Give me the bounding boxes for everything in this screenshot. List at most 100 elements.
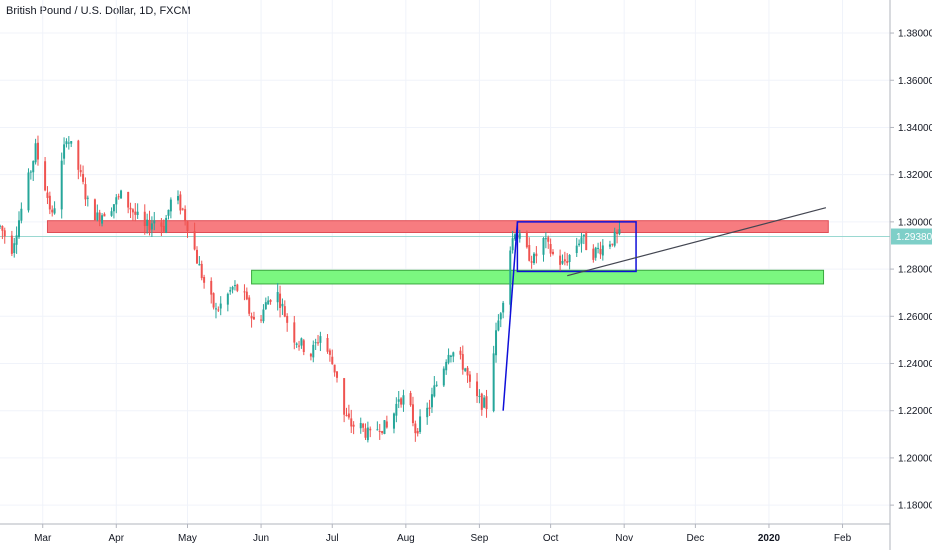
impulse-line [502, 222, 519, 411]
candle-body-up [533, 253, 535, 264]
candle-body-down [400, 398, 403, 405]
time-tick-label: Aug [397, 533, 415, 544]
candle-body-down [148, 219, 151, 231]
candle-body-down [611, 243, 614, 245]
candle-body-up [402, 395, 405, 405]
candle-body-down [269, 299, 272, 302]
last-price-label: 1.29380 [896, 232, 932, 243]
candle-body-down [286, 316, 289, 323]
price-tick-label: 1.32000 [898, 170, 932, 181]
candle-body-up [229, 289, 232, 292]
chart-drawings [502, 207, 827, 411]
price-tick-label: 1.34000 [898, 123, 932, 134]
candle-body-up [478, 395, 481, 397]
price-tick-label: 1.38000 [898, 29, 932, 40]
resistance-zone [46, 220, 829, 233]
candle-body-up [366, 427, 369, 441]
candle-body-down [77, 140, 80, 170]
candle-body-up [110, 211, 113, 216]
candle-body-down [347, 413, 350, 418]
candle-body-down [331, 356, 334, 365]
candle-body-down [252, 316, 255, 320]
candle-body-up [165, 217, 168, 233]
candle-body-down [82, 173, 85, 182]
candle-body-up [397, 399, 400, 402]
candle-body-up [544, 238, 547, 240]
candle-body-down [131, 209, 134, 213]
trendline [567, 207, 827, 277]
candle-body-up [483, 397, 486, 408]
price-tick-label: 1.24000 [898, 359, 932, 370]
candle-body-up [608, 244, 611, 247]
candle-body-up [511, 238, 514, 251]
candle-body-up [27, 172, 30, 211]
candle-body-down [181, 208, 184, 210]
candle-body-up [13, 243, 16, 254]
candle-body-down [79, 170, 82, 173]
time-tick-label: Jun [253, 533, 269, 544]
candle-body-down [385, 421, 388, 428]
candle-body-down [203, 277, 206, 283]
candle-body-up [34, 143, 37, 163]
candle-body-down [129, 207, 132, 210]
candle-body-up [63, 144, 66, 159]
candle-body-down [93, 199, 96, 221]
candle-body-up [115, 197, 118, 205]
price-tick-label: 1.22000 [898, 406, 932, 417]
candle-body-up [392, 413, 395, 429]
candle-body-up [17, 220, 20, 238]
candle-body-down [260, 319, 263, 321]
candle-body-down [162, 225, 165, 232]
candle-body-up [578, 243, 581, 246]
price-tick-label: 1.18000 [898, 501, 932, 512]
candle-body-up [150, 223, 153, 230]
candle-body-down [333, 364, 336, 373]
candle-body-up [96, 212, 99, 220]
candle-body-up [497, 320, 500, 331]
candle-body-up [226, 293, 229, 305]
candle-body-up [561, 261, 564, 264]
candle-body-up [509, 250, 512, 305]
candle-body-up [295, 343, 298, 345]
candle-body-up [376, 429, 379, 431]
time-tick-label: Mar [34, 533, 52, 544]
candle-body-down [46, 192, 49, 198]
candle-body-down [193, 231, 196, 250]
candle-body-down [364, 428, 367, 438]
time-tick-label: Feb [834, 533, 852, 544]
candle-body-down [411, 404, 414, 424]
candle-body-up [32, 161, 35, 173]
candle-body-up [319, 336, 322, 343]
candle-body-up [445, 361, 448, 371]
candle-body-up [169, 199, 172, 212]
candle-body-down [309, 353, 312, 357]
candle-body-down [466, 367, 469, 376]
candle-body-down [143, 211, 146, 227]
candle-body-up [112, 204, 115, 212]
candle-body-down [547, 237, 550, 242]
candle-body-up [214, 308, 217, 310]
candle-body-up [464, 368, 467, 371]
candle-body-up [231, 287, 234, 290]
candle-body-up [359, 423, 362, 429]
candle-body-up [264, 302, 267, 310]
candle-body-up [435, 384, 438, 386]
candle-body-down [343, 378, 346, 415]
candle-body-down [195, 249, 198, 264]
candle-body-down [414, 423, 417, 434]
candle-body-up [514, 234, 517, 240]
candle-body-down [84, 184, 87, 200]
candle-body-down [134, 211, 137, 215]
price-zones [46, 220, 829, 285]
candle-body-up [568, 254, 571, 262]
candle-body-down [103, 213, 106, 217]
candle-body-down [468, 374, 471, 382]
candle-body-down [179, 194, 182, 211]
candle-body-up [442, 368, 445, 386]
candle-body-down [117, 196, 120, 198]
candle-body-down [535, 253, 538, 257]
candle-body-down [378, 431, 381, 433]
candle-body-down [317, 342, 320, 344]
candle-body-down [184, 209, 187, 221]
